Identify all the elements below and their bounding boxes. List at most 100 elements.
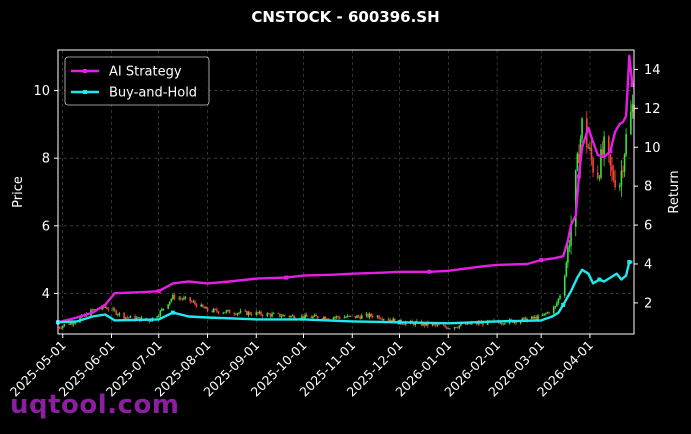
- candle-body: [501, 323, 503, 325]
- candle-body: [570, 226, 572, 246]
- candle-body: [534, 316, 536, 319]
- candle-body: [277, 313, 280, 315]
- legend: AI Strategy Buy-and-Hold: [64, 56, 210, 106]
- candle-body: [563, 276, 566, 296]
- candle-body: [403, 324, 406, 326]
- candle-body: [389, 320, 391, 321]
- candle-body: [283, 315, 286, 317]
- series-marker: [630, 83, 635, 88]
- candle-body: [532, 316, 535, 319]
- series-marker: [427, 269, 432, 274]
- candle-body: [190, 301, 193, 303]
- candle-body: [291, 315, 294, 317]
- candle-body: [225, 310, 228, 313]
- candle-body: [455, 327, 457, 328]
- candle-body: [515, 321, 517, 324]
- candle-body: [381, 319, 383, 320]
- candle-body: [442, 325, 445, 326]
- candle-body: [360, 315, 363, 319]
- candle-body: [447, 328, 450, 330]
- candle-body: [249, 312, 251, 315]
- candle-body: [206, 307, 209, 311]
- candle-body: [387, 319, 390, 321]
- candle-body: [211, 310, 214, 312]
- candle-body: [113, 308, 116, 311]
- grid: [58, 50, 634, 334]
- legend-box: [64, 56, 210, 106]
- candle-body: [631, 104, 634, 112]
- candle-body: [579, 138, 582, 163]
- candle-body: [69, 322, 72, 325]
- series-marker: [170, 310, 175, 315]
- axes: 2025-05-012025-06-012025-07-012025-08-01…: [7, 63, 682, 400]
- candle-body: [148, 320, 151, 322]
- candle-body: [213, 308, 215, 312]
- candle-body: [609, 154, 612, 166]
- candle-body: [354, 315, 357, 318]
- candle-body: [168, 301, 171, 305]
- candle-body: [222, 312, 225, 314]
- candle-body: [612, 170, 615, 180]
- candle-body: [535, 316, 538, 320]
- candle-body: [438, 324, 440, 326]
- candle-body: [464, 323, 467, 325]
- candle-body: [537, 315, 539, 320]
- candle-body: [159, 310, 162, 317]
- candle-body: [541, 315, 544, 316]
- candle-body: [578, 153, 580, 163]
- candle-body: [271, 313, 273, 317]
- candle-body: [393, 318, 396, 324]
- candle-body: [105, 307, 108, 309]
- candle-body: [568, 245, 571, 248]
- candle-body: [348, 315, 350, 317]
- candle-body: [523, 317, 525, 319]
- candle-body: [321, 318, 324, 320]
- y-right-tick-label: 6: [644, 219, 652, 234]
- candle-body: [557, 298, 560, 303]
- y-right-tick-label: 14: [644, 63, 661, 78]
- legend-label: Buy-and-Hold: [109, 86, 197, 101]
- candle-body: [173, 294, 176, 299]
- candle-body: [453, 327, 456, 329]
- candle-body: [552, 307, 555, 314]
- candle-body: [423, 322, 426, 326]
- y-right-tick-label: 8: [644, 180, 652, 195]
- candle-body: [376, 315, 379, 318]
- candle-body: [620, 170, 623, 186]
- candle-body: [91, 309, 94, 311]
- candle-body: [104, 307, 107, 308]
- candle-body: [378, 315, 380, 319]
- candle-body: [559, 295, 561, 299]
- candle-body: [313, 314, 316, 317]
- series-marker: [156, 289, 161, 294]
- series-marker: [627, 260, 632, 265]
- candle-body: [58, 327, 61, 329]
- candle-body: [625, 134, 627, 155]
- legend-label: AI Strategy: [109, 65, 182, 80]
- candle-body: [183, 297, 185, 300]
- candle-body: [201, 304, 204, 307]
- candle-body: [195, 303, 198, 307]
- candle-body: [117, 314, 119, 316]
- candle-body: [246, 310, 248, 316]
- candle-body: [162, 308, 165, 310]
- candle-body: [304, 314, 306, 319]
- series-marker: [561, 302, 566, 307]
- candle-body: [310, 316, 313, 318]
- candle-body: [392, 318, 395, 322]
- candle-body: [137, 317, 140, 319]
- candle-body: [134, 315, 136, 321]
- candle-body: [382, 319, 385, 320]
- candle-body: [315, 314, 317, 317]
- candle-body: [312, 316, 314, 318]
- y-left-tick-label: 10: [33, 84, 50, 99]
- candle-body: [433, 324, 435, 325]
- candle-body: [236, 313, 239, 315]
- candle-body: [565, 262, 568, 277]
- candle-body: [600, 149, 602, 178]
- candle-body: [576, 153, 579, 170]
- candle-body: [261, 314, 264, 316]
- legend-marker: [83, 69, 87, 73]
- plot-frame: [57, 49, 635, 335]
- candle-body: [200, 304, 203, 307]
